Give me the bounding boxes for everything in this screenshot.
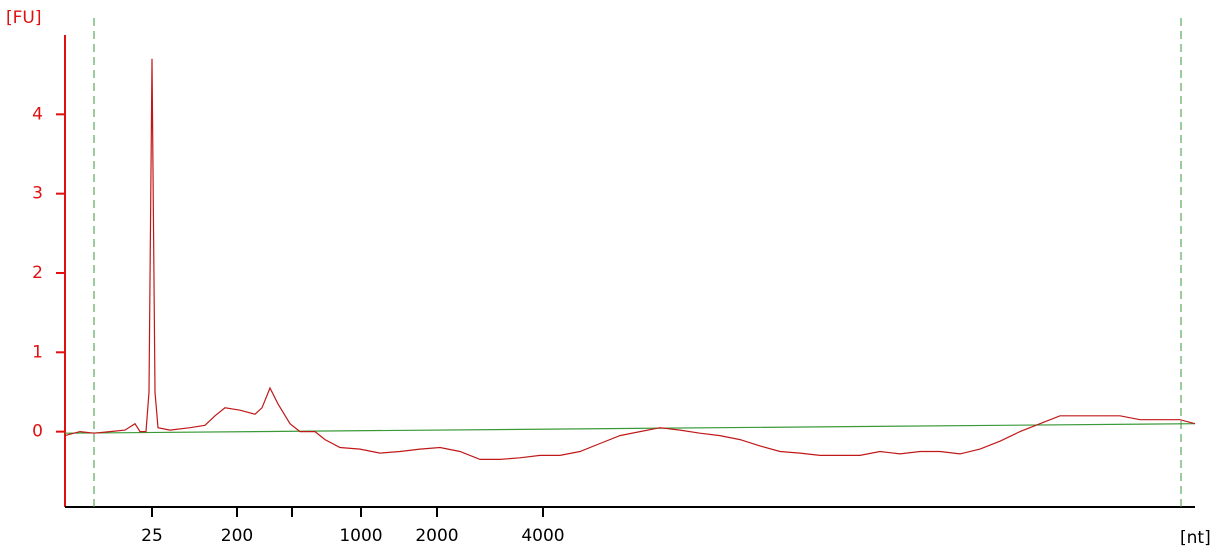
trace-line	[64, 58, 1196, 460]
x-axis-label: [nt]	[1180, 528, 1211, 548]
y-axis-label: [FU]	[6, 8, 42, 28]
y-tick-label: 2	[32, 263, 43, 283]
y-tick-label: 4	[32, 104, 43, 124]
x-tick-label: 4000	[521, 526, 564, 546]
x-tick-label: 2000	[415, 526, 458, 546]
y-tick-label: 0	[32, 422, 43, 442]
y-tick-label: 1	[32, 342, 43, 362]
x-tick-label: 1000	[339, 526, 382, 546]
x-tick-label: 200	[221, 526, 253, 546]
x-tick-label: 25	[141, 526, 163, 546]
trace-line	[64, 423, 1196, 434]
y-tick-label: 3	[32, 184, 43, 204]
